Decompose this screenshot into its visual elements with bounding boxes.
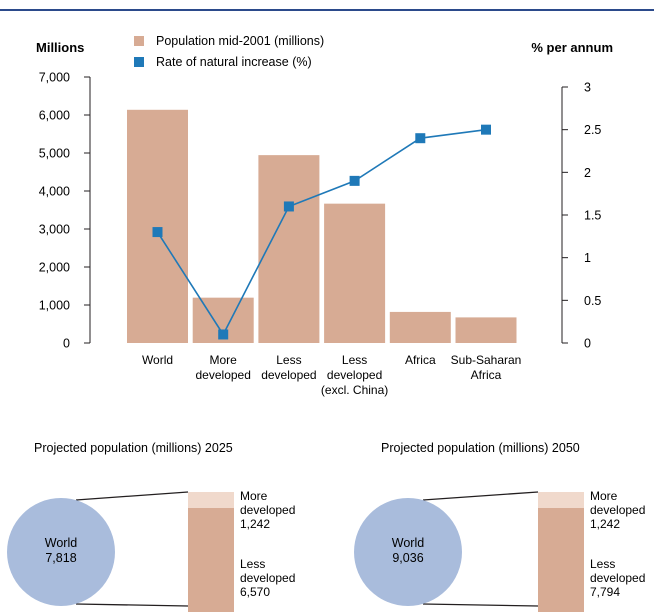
segment-value: 1,242	[240, 517, 270, 531]
category-label: More	[210, 353, 238, 367]
segment-value: 1,242	[590, 517, 620, 531]
category-label: Sub-Saharan	[451, 353, 522, 367]
right-tick-label: 0	[584, 337, 591, 351]
category-label: developed	[327, 368, 382, 382]
category-label: developed	[261, 368, 316, 382]
right-tick-label: 2.5	[584, 123, 601, 137]
projection-panels: Projected population (millions) 2025 Worl…	[7, 441, 645, 612]
population-bar	[127, 109, 188, 343]
legend: Population mid-2001 (millions) Rate of n…	[134, 34, 324, 69]
rate-marker	[283, 201, 294, 212]
category-label: Less	[342, 353, 367, 367]
circle-label: World	[392, 536, 424, 550]
right-tick-label: 2	[584, 166, 591, 180]
segment-label: Less	[590, 557, 615, 571]
segment-label: developed	[240, 571, 295, 585]
left-tick-label: 6,000	[39, 109, 70, 123]
left-tick-label: 3,000	[39, 223, 70, 237]
left-tick-label: 2,000	[39, 261, 70, 275]
legend-label-population: Population mid-2001 (millions)	[156, 34, 324, 48]
projection-title: Projected population (millions) 2025	[34, 441, 233, 455]
top-rule	[0, 9, 654, 11]
rate-marker	[349, 175, 360, 186]
right-tick-label: 1.5	[584, 209, 601, 223]
right-axis-title: % per annum	[531, 40, 613, 55]
right-tick-label: 0.5	[584, 294, 601, 308]
category-label: developed	[196, 368, 251, 382]
connector-line	[75, 603, 189, 607]
rate-marker	[415, 133, 426, 144]
segment-label: developed	[590, 571, 645, 585]
category-label: (excl. China)	[321, 383, 388, 397]
left-tick-label: 0	[63, 337, 70, 351]
segment-value: 6,570	[240, 585, 270, 599]
legend-swatch-rate	[134, 57, 144, 67]
connector-line	[75, 491, 189, 501]
segment-label: developed	[240, 503, 295, 517]
segment-more-developed	[188, 492, 234, 508]
left-tick-label: 1,000	[39, 299, 70, 313]
segment-less-developed	[538, 508, 584, 612]
right-tick-label: 3	[584, 81, 591, 95]
rate-marker	[218, 329, 229, 340]
segment-label: developed	[590, 503, 645, 517]
category-label: Africa	[405, 353, 436, 367]
segment-label: More	[240, 489, 268, 503]
rate-marker	[152, 227, 163, 238]
circle-value: 7,818	[45, 551, 76, 565]
circle-label: World	[45, 536, 77, 550]
circle-value: 9,036	[392, 551, 423, 565]
segment-more-developed	[538, 492, 584, 508]
category-label: Less	[276, 353, 301, 367]
segment-label: More	[590, 489, 618, 503]
rate-line	[156, 128, 487, 337]
left-axis-title: Millions	[36, 40, 84, 55]
projection-title: Projected population (millions) 2050	[381, 441, 580, 455]
rate-marker	[481, 124, 491, 135]
right-tick-label: 1	[584, 251, 591, 265]
world-circle	[7, 498, 115, 606]
category-label: Africa	[471, 368, 502, 382]
population-bar	[324, 203, 386, 343]
legend-label-rate: Rate of natural increase (%)	[156, 55, 312, 69]
segment-value: 7,794	[590, 585, 620, 599]
world-circle	[354, 498, 462, 606]
connector-line	[422, 603, 539, 607]
segment-label: Less	[240, 557, 265, 571]
population-bar	[389, 311, 451, 343]
population-bar	[455, 317, 517, 343]
connector-line	[422, 491, 539, 501]
segment-less-developed	[188, 508, 234, 612]
category-label: World	[142, 353, 173, 367]
legend-swatch-population	[134, 36, 144, 46]
left-tick-label: 5,000	[39, 147, 70, 161]
bar-line-plot: 7,000 6,000 5,000 4,000 3,000 2,000 1,000 0 3 2.5…	[39, 71, 602, 398]
left-tick-label: 4,000	[39, 185, 70, 199]
population-bar	[258, 155, 320, 343]
left-tick-label: 7,000	[39, 71, 70, 85]
